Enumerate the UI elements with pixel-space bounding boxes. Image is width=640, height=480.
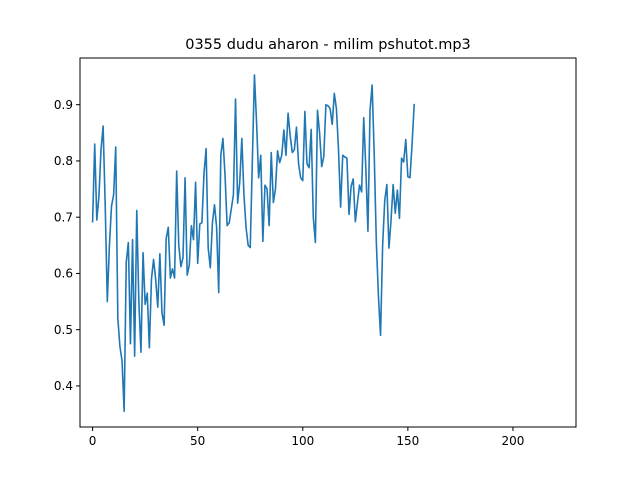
- y-tick-label: 0.4: [54, 379, 73, 393]
- x-tick-label: 150: [396, 434, 419, 448]
- series-layer: [91, 74, 416, 413]
- x-axis: 0 50 100 150 200: [89, 427, 524, 448]
- y-tick-label: 0.7: [54, 210, 73, 224]
- x-tick-label: 0: [89, 434, 97, 448]
- y-tick-label: 0.5: [54, 323, 73, 337]
- y-tick-label: 0.9: [54, 98, 73, 112]
- y-tick-label: 0.8: [54, 154, 73, 168]
- plot-area-frame: [79, 57, 577, 428]
- y-tick-label: 0.6: [54, 267, 73, 281]
- series-line-0: [91, 74, 416, 413]
- x-tick-label: 100: [291, 434, 314, 448]
- chart-title: 0355 dudu aharon - milim pshutot.mp3: [185, 37, 471, 53]
- y-axis: 0.4 0.5 0.6 0.7 0.8 0.9: [54, 98, 80, 393]
- x-tick-label: 200: [501, 434, 524, 448]
- x-tick-label: 50: [190, 434, 205, 448]
